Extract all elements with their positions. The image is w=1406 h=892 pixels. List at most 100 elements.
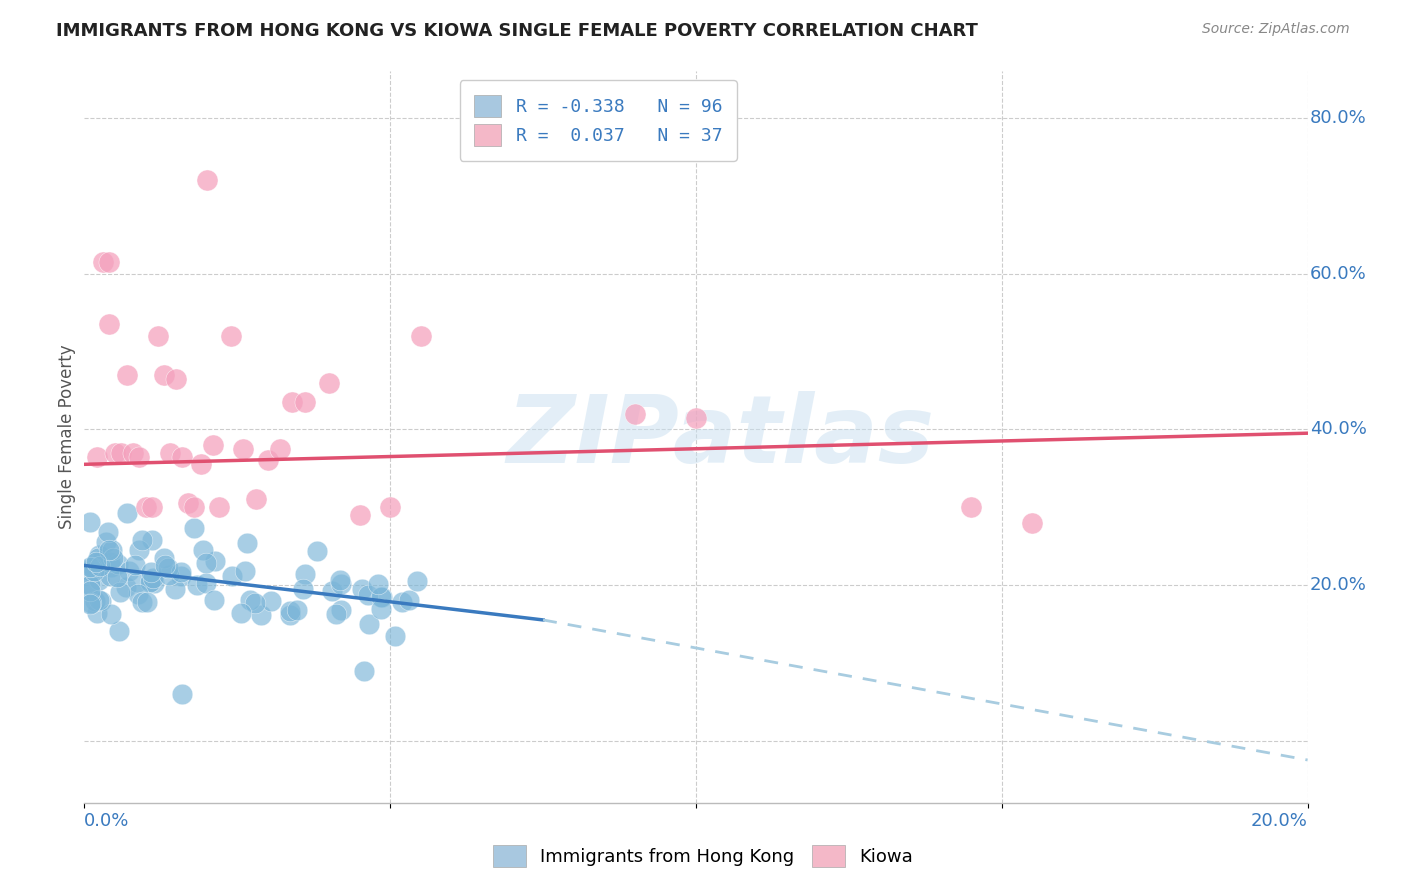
Point [357,588,380,602]
Point [349,508,371,522]
Point [1021,516,1043,530]
Point [104,445,127,459]
Point [84,555,107,569]
Point [90,553,112,567]
Point [245,492,267,507]
Point [84,594,107,608]
Point [122,445,145,459]
Point [97,525,120,540]
Point [165,372,187,386]
Point [80,560,103,574]
Point [291,582,314,596]
Point [330,603,353,617]
Text: 20.0%: 20.0% [1310,576,1367,594]
Point [398,593,420,607]
Point [86,607,108,621]
Point [110,584,132,599]
Point [128,450,150,464]
Point [278,607,301,622]
Point [350,582,373,596]
Point [294,395,316,409]
Point [232,442,254,456]
Point [624,407,647,421]
Text: 20.0%: 20.0% [1251,812,1308,830]
Legend: R = -0.338   N = 96, R =  0.037   N = 37: R = -0.338 N = 96, R = 0.037 N = 37 [460,80,737,161]
Point [107,624,129,638]
Point [159,445,181,459]
Point [285,603,308,617]
Point [190,458,212,472]
Point [100,607,122,621]
Point [367,576,389,591]
Text: IMMIGRANTS FROM HONG KONG VS KIOWA SINGLE FEMALE POVERTY CORRELATION CHART: IMMIGRANTS FROM HONG KONG VS KIOWA SINGL… [56,22,979,40]
Point [357,617,380,632]
Point [194,575,217,590]
Point [685,410,707,425]
Point [257,453,280,467]
Point [307,544,329,558]
Point [183,521,205,535]
Point [98,555,121,569]
Point [157,561,180,575]
Text: 80.0%: 80.0% [1310,109,1367,127]
Point [281,395,304,409]
Point [177,496,200,510]
Point [87,573,110,587]
Point [318,376,340,390]
Point [221,569,243,583]
Point [105,570,128,584]
Point [127,586,149,600]
Point [384,629,406,643]
Point [80,595,103,609]
Point [79,565,101,579]
Point [243,596,266,610]
Point [249,608,271,623]
Point [153,551,176,566]
Point [139,574,162,589]
Point [391,594,413,608]
Point [163,582,186,596]
Point [128,542,150,557]
Point [183,500,205,515]
Point [103,551,125,566]
Point [329,573,352,587]
Point [87,550,110,565]
Point [100,543,122,558]
Point [79,578,101,592]
Point [90,593,112,607]
Point [142,571,165,585]
Point [321,583,343,598]
Point [170,566,193,580]
Point [172,450,194,464]
Point [141,500,163,515]
Point [79,584,101,599]
Point [79,578,101,592]
Point [135,500,157,515]
Point [153,368,176,382]
Point [136,595,159,609]
Point [115,368,138,382]
Point [141,574,163,588]
Point [91,255,114,269]
Point [170,568,193,582]
Point [269,442,291,456]
Text: ZIPatlas: ZIPatlas [506,391,935,483]
Point [131,533,153,548]
Point [960,500,983,515]
Point [208,500,231,515]
Point [79,597,101,611]
Point [294,567,316,582]
Point [79,560,101,574]
Point [235,535,257,549]
Point [229,606,252,620]
Point [96,534,118,549]
Point [115,580,138,594]
Point [409,329,432,343]
Point [89,549,111,563]
Point [325,607,347,622]
Point [83,564,105,578]
Point [202,593,225,607]
Point [195,173,218,187]
Point [110,445,132,459]
Text: 40.0%: 40.0% [1310,420,1367,438]
